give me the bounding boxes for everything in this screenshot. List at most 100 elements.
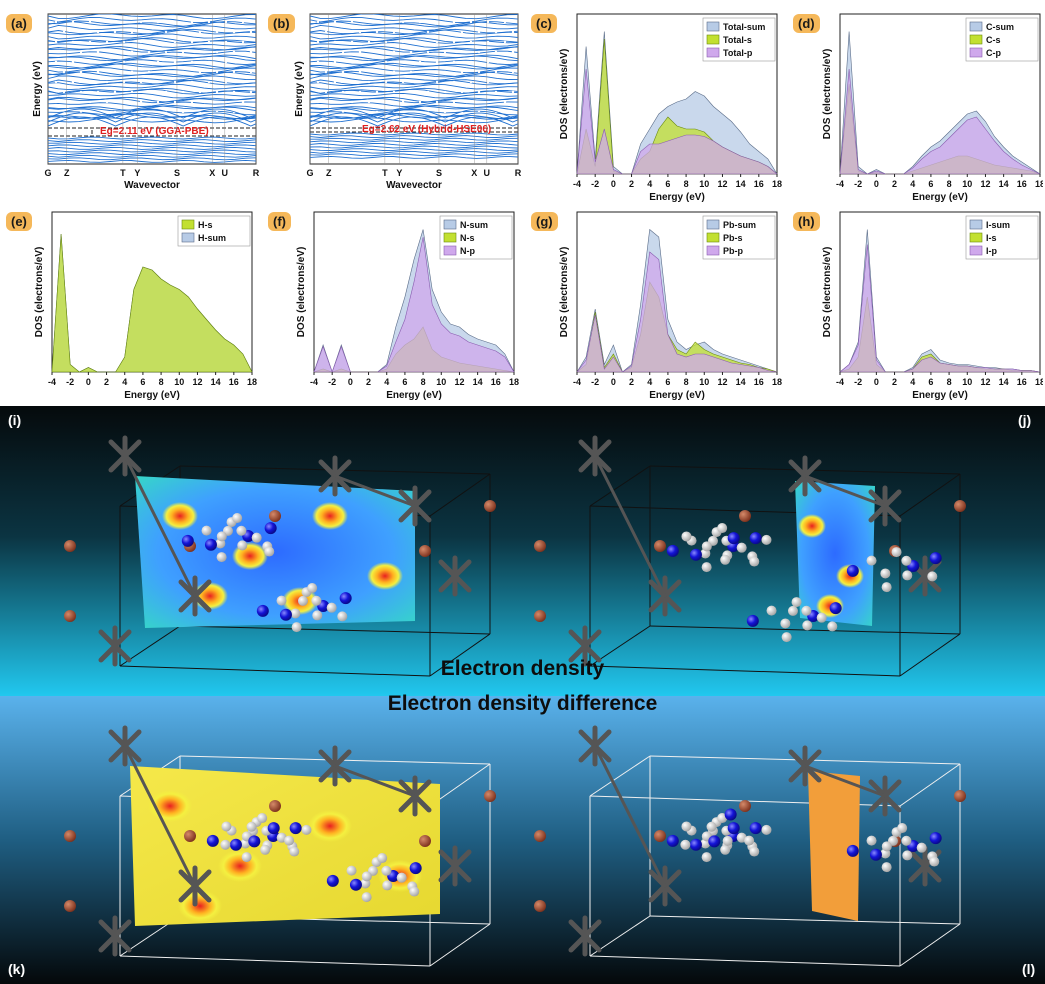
band-dot [164,30,168,34]
x-tick-label: 12 [980,179,990,189]
band-dot [324,30,328,34]
iodine-atom [654,830,666,842]
band-line [48,42,256,48]
band-dot [113,50,117,54]
band-dot [232,50,236,54]
band-line [48,157,256,161]
legend-label-pb-sum: Pb-sum [723,220,756,230]
cell-edge [589,465,651,507]
iodine-atom [534,540,546,552]
band-dot [460,70,464,74]
atom [891,547,902,558]
k-point-label-U: U [222,168,229,178]
k-point-label-R: R [253,168,260,178]
band-dot [232,70,236,74]
band-dot [435,100,439,104]
band-dot [469,80,473,84]
scene-tag-i: (i) [8,412,22,428]
iodine-atom [484,790,496,802]
band-line [48,116,256,127]
band-dot [190,40,194,44]
band-line [310,50,518,57]
atom [829,602,842,615]
band-dot [156,80,160,84]
x-tick-label: 18 [247,377,257,387]
band-dot [341,110,345,114]
band-dot [324,90,328,94]
band-dot [130,30,134,34]
band-dot [79,50,83,54]
band-dot [460,30,464,34]
band-line [48,63,256,70]
band-line [310,55,518,62]
dos-xlabel: Energy (eV) [649,192,705,203]
atom [897,823,908,834]
atom [744,835,755,846]
band-dot [173,40,177,44]
band-dot [452,100,456,104]
legend-label-total-sum: Total-sum [723,22,765,32]
x-tick-label: 14 [473,377,483,387]
iodine-atom [184,830,196,842]
band-dot [341,50,345,54]
band-dot [409,110,413,114]
band-dot [494,70,498,74]
band-dot [164,50,168,54]
band-line [48,71,256,78]
legend-swatch-h-s [181,219,195,230]
band-dot [79,30,83,34]
atom [766,605,777,616]
scene-tag-l: (l) [1022,961,1036,977]
x-tick-label: 8 [947,377,952,387]
band-line [310,33,518,40]
band-dot [147,30,151,34]
band-line [48,46,256,53]
atom [276,595,287,606]
legend-swatch-n-s [443,232,457,243]
k-point-label-X: X [471,168,477,178]
k-point-label-G: G [306,168,313,178]
x-tick-label: 0 [86,377,91,387]
atom [736,542,747,553]
x-tick-label: 14 [736,179,746,189]
k-point-label-X: X [209,168,215,178]
legend-label-pb-s: Pb-s [723,233,743,243]
band-dot [486,40,490,44]
atom [409,886,420,897]
atom [717,523,728,534]
legend-label-total-s: Total-s [723,35,752,45]
band-dot [113,110,117,114]
band-line [310,16,518,23]
band-dot [401,60,405,64]
dos-area-total-p [576,68,778,175]
atom [781,632,792,643]
band-line [48,83,256,91]
band-dot [54,100,58,104]
legend-swatch-total-sum [706,21,720,32]
atom [236,525,247,536]
band-dot [384,100,388,104]
band-line [310,101,518,108]
band-line [310,145,518,149]
band-dot [215,110,219,114]
x-tick-label: 2 [892,179,897,189]
legend-swatch-n-p [443,245,457,256]
iodine-atom [739,800,751,812]
x-tick-label: 12 [717,179,727,189]
x-tick-label: 2 [629,377,634,387]
atom [929,552,942,565]
atom [346,865,357,876]
band-line [48,38,256,44]
panel-tag-e: (e) [6,212,32,231]
band-line [310,14,518,20]
pb-i-bond [333,764,417,798]
atom [749,846,760,857]
band-line [48,141,256,145]
dos-ylabel: DOS (electrons/eV) [296,247,307,338]
cell-edge [589,955,901,967]
band-line [310,21,518,28]
x-tick-label: 6 [665,179,670,189]
x-tick-label: 10 [699,179,709,189]
band-dot [207,40,211,44]
x-tick-label: 2 [366,377,371,387]
